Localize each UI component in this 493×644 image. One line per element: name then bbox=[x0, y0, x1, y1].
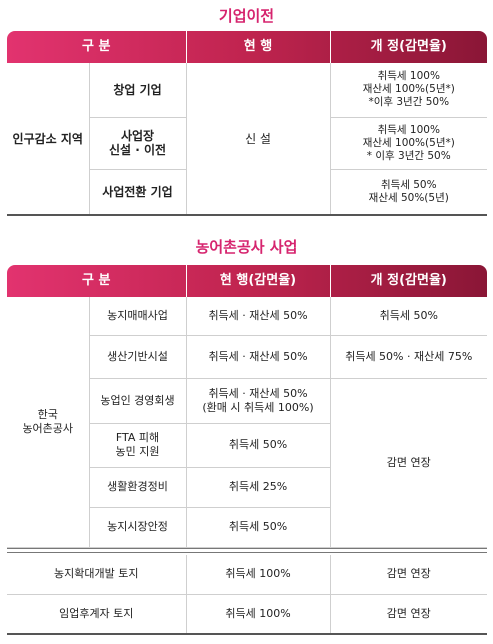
table-row: 사업전환 기업 취득세 50% 재산세 50%(5년) bbox=[7, 169, 488, 216]
table-row: FTA 피해 농민 지원 취득세 50% bbox=[7, 423, 487, 468]
header-revision: 개 정(감면율) bbox=[329, 265, 488, 297]
revision-value: 감면 연장 bbox=[329, 594, 487, 633]
table-row: 임업후계자 토지 취득세 100% 감면 연장 bbox=[7, 594, 487, 633]
rural-extra-table: 농지확대개발 토지 취득세 100% 감면 연장 임업후계자 토지 취득세 10… bbox=[7, 555, 487, 633]
row-label: 사업전환 기업 bbox=[88, 169, 187, 216]
section-title-business-relocation: 기업이전 bbox=[218, 7, 275, 25]
revision-value: 취득세 100% 재산세 100%(5년*) * 이후 3년간 50% bbox=[329, 117, 488, 170]
row-label: 농업인 경영회생 bbox=[88, 378, 187, 424]
row-label: 임업후계자 토지 bbox=[59, 606, 134, 620]
header-current: 현 행 bbox=[185, 31, 331, 63]
revision-value: 취득세 50% bbox=[329, 297, 488, 336]
current-value: 취득세 100% bbox=[185, 555, 330, 595]
current-value: 취득세 100% bbox=[185, 594, 330, 633]
rural-corporation-table: 구 분 현 행(감면율) 개 정(감면율) 한국 농어촌공사 농지매매사업 취득… bbox=[7, 265, 488, 548]
row-label: 사업장 신설 · 이전 bbox=[88, 117, 187, 170]
row-label: FTA 피해 농민 지원 bbox=[88, 423, 187, 468]
current-value: 취득세 50% bbox=[185, 423, 331, 468]
header-category: 구 분 bbox=[82, 273, 111, 288]
bottom-rule bbox=[7, 633, 487, 635]
row-label: 농지매매사업 bbox=[88, 297, 187, 336]
current-value: 신 설 bbox=[185, 63, 331, 216]
table-row: 농업인 경영회생 취득세 · 재산세 50% (환매 시 취득세 100%) 감… bbox=[7, 378, 488, 548]
row-label: 생산기반시설 bbox=[88, 335, 187, 379]
business-relocation-table: 구 분 현 행 개 정(감면율) 인구감소 지역 창업 기업 신 설 취득세 1… bbox=[7, 31, 488, 216]
row-label: 창업 기업 bbox=[88, 63, 187, 118]
merged-revision-value: 감면 연장 bbox=[329, 378, 488, 548]
table-row: 사업장 신설 · 이전 취득세 100% 재산세 100%(5년*) * 이후 … bbox=[7, 117, 488, 170]
header-revision: 개 정(감면율) bbox=[329, 31, 488, 63]
row-label: 농지시장안정 bbox=[88, 507, 187, 548]
revision-value: 취득세 50% · 재산세 75% bbox=[329, 335, 488, 379]
table-header-row: 구 분 현 행 개 정(감면율) bbox=[7, 31, 488, 63]
table-row: 농지확대개발 토지 취득세 100% 감면 연장 bbox=[7, 555, 487, 595]
group-label: 한국 농어촌공사 bbox=[7, 297, 89, 548]
current-value: 취득세 · 재산세 50% (환매 시 취득세 100%) bbox=[185, 378, 331, 424]
header-current: 현 행(감면율) bbox=[185, 265, 331, 297]
current-value: 취득세 50% bbox=[185, 507, 331, 548]
table-row: 인구감소 지역 창업 기업 신 설 취득세 100% 재산세 100%(5년*)… bbox=[7, 63, 488, 216]
current-value: 취득세 · 재산세 50% bbox=[185, 335, 331, 379]
current-value: 취득세 25% bbox=[185, 467, 331, 508]
header-category: 구 분 bbox=[82, 39, 111, 54]
revision-value: 감면 연장 bbox=[329, 555, 487, 595]
table-row: 한국 농어촌공사 농지매매사업 취득세 · 재산세 50% 취득세 50% bbox=[7, 297, 488, 548]
table-row: 생활환경정비 취득세 25% bbox=[7, 467, 487, 508]
row-label: 농지확대개발 토지 bbox=[7, 555, 186, 595]
revision-value: 취득세 50% 재산세 50%(5년) bbox=[329, 169, 488, 216]
group-label: 인구감소 지역 bbox=[7, 63, 89, 216]
table-header-row: 구 분 현 행(감면율) 개 정(감면율) bbox=[7, 265, 488, 297]
table-row: 농지시장안정 취득세 50% bbox=[7, 507, 487, 548]
row-label: 생활환경정비 bbox=[88, 467, 187, 508]
current-value: 취득세 · 재산세 50% bbox=[185, 297, 331, 336]
revision-value: 취득세 100% 재산세 100%(5년*) *이후 3년간 50% bbox=[329, 63, 488, 118]
section-title-rural-corporation: 농어촌공사 사업 bbox=[195, 238, 298, 256]
double-divider bbox=[7, 548, 487, 553]
table-row: 생산기반시설 취득세 · 재산세 50% 취득세 50% · 재산세 75% bbox=[7, 335, 488, 379]
